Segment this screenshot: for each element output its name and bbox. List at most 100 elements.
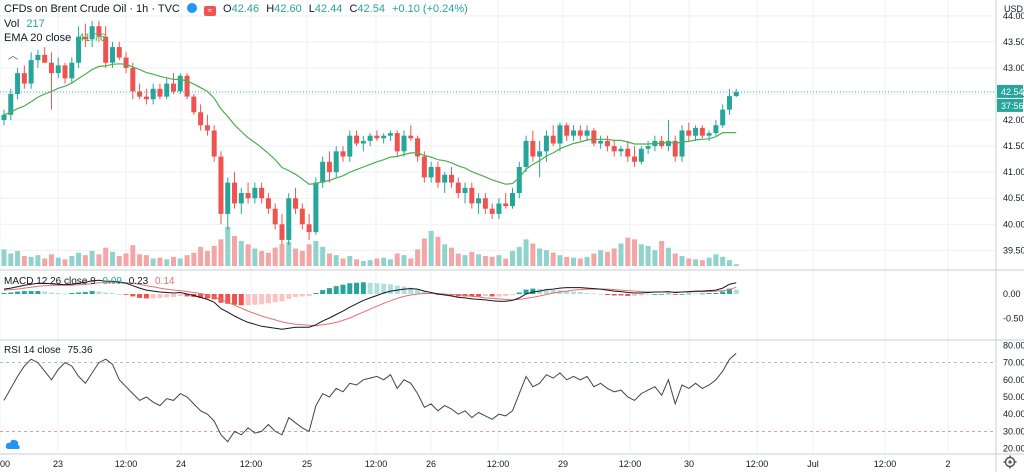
- volume-bar: [340, 258, 346, 266]
- axes: 44.0043.5043.0042.5042.0041.5041.0040.50…: [0, 11, 1024, 469]
- macd-histogram-bar: [659, 294, 665, 295]
- macd-histogram-bar: [401, 286, 407, 294]
- macd-histogram-bar: [733, 289, 739, 294]
- volume-bar: [455, 253, 461, 266]
- candle-body: [96, 26, 102, 37]
- macd-histogram-bar: [415, 289, 421, 294]
- time-tick-label: 12:00: [115, 459, 138, 469]
- macd-histogram-bar: [35, 291, 41, 294]
- macd-histogram-bar: [706, 293, 712, 294]
- macd-histogram-bar: [645, 294, 651, 295]
- volume-bar: [184, 255, 190, 266]
- time-tick-label: 29: [558, 459, 568, 469]
- candle-body: [632, 156, 638, 162]
- legend-ema: EMA 20 close 41.76: [4, 32, 110, 44]
- volume-bar: [96, 254, 102, 266]
- candle-body: [69, 62, 75, 79]
- volume-bar: [306, 244, 312, 266]
- rsi-tick-label: 30.00: [1003, 426, 1024, 436]
- volume-bar: [326, 253, 332, 266]
- volume-bar: [584, 256, 590, 266]
- volume-bar: [252, 248, 258, 266]
- candle-body: [143, 96, 149, 100]
- candle-body: [340, 151, 346, 157]
- volume-bar: [150, 258, 156, 266]
- volume-bar: [374, 258, 380, 266]
- gear-icon[interactable]: [1003, 455, 1017, 469]
- rsi-tick-label: 60.00: [1003, 375, 1024, 385]
- time-tick-label: 2: [945, 459, 950, 469]
- volume-bar: [523, 239, 529, 266]
- volume-bar: [496, 255, 502, 266]
- volume-bar: [204, 251, 210, 266]
- volume-bar: [394, 253, 400, 266]
- volume-bar: [238, 241, 244, 266]
- macd-histogram-bar: [652, 294, 658, 295]
- candle-body: [489, 208, 495, 214]
- volume-bar: [611, 248, 617, 266]
- macd-histogram-bar: [1, 293, 7, 294]
- volume-bar: [28, 256, 34, 266]
- price-tick-label: 40.00: [1003, 219, 1024, 229]
- volume-bar: [557, 255, 563, 266]
- volume-bar: [320, 246, 326, 266]
- volume-bar: [618, 243, 624, 266]
- macd-histogram-bar: [367, 282, 373, 294]
- candle-body: [604, 140, 610, 147]
- candle-body: [516, 166, 522, 194]
- legend-main: CFDs on Brent Crude Oil · 1h · TVC ≈ O42…: [4, 3, 476, 16]
- volume-bar: [659, 241, 665, 266]
- candle-body: [510, 193, 515, 207]
- macd-histogram-bar: [611, 294, 617, 296]
- macd-histogram-bar: [530, 288, 536, 294]
- macd-label: MACD 12 26 close 9: [4, 276, 96, 287]
- volume-bar: [157, 257, 163, 266]
- macd-histogram-bar: [103, 292, 109, 294]
- macd-histogram-bar: [523, 289, 529, 294]
- macd-histogram-bar: [374, 283, 380, 294]
- candle-body: [238, 193, 244, 204]
- eye-icon[interactable]: [186, 3, 197, 13]
- compare-icon[interactable]: ≈: [203, 6, 216, 16]
- macd-histogram-bar: [543, 289, 549, 294]
- candle-body: [591, 130, 597, 144]
- candle-body: [55, 65, 61, 74]
- candle-body: [184, 75, 190, 97]
- candle-body: [103, 36, 109, 63]
- time-tick-label: 25: [302, 459, 312, 469]
- macd-histogram-bar: [625, 294, 631, 296]
- volume-bar: [42, 258, 48, 266]
- candle-body: [713, 125, 719, 134]
- ema-value: 41.76: [78, 32, 106, 44]
- candle-body: [293, 198, 299, 209]
- volume-bar: [577, 258, 583, 266]
- macd-histogram-bar: [577, 292, 583, 294]
- candlesticks[interactable]: [1, 21, 739, 246]
- macd-histogram-bar: [184, 294, 190, 297]
- macd-histogram-bar: [198, 294, 204, 298]
- time-tick-label: 12:00: [874, 459, 897, 469]
- macd-histogram-bar: [333, 286, 339, 294]
- volume-bar: [401, 255, 407, 266]
- macd-tick-label: 0.00: [1003, 289, 1021, 299]
- volume-bar: [62, 259, 68, 266]
- ema-polyline: [3, 63, 737, 185]
- volume-bar: [652, 250, 658, 266]
- candle-body: [82, 36, 88, 40]
- time-tick-label: 00: [0, 459, 10, 469]
- volume-bar: [232, 236, 238, 266]
- candle-body: [313, 182, 319, 233]
- vol-label: Vol: [4, 18, 20, 30]
- collapse-legend-icon[interactable]: ︿: [8, 51, 18, 62]
- price-tick-label: 43.00: [1003, 63, 1024, 73]
- volume-bar: [408, 258, 414, 266]
- macd-tick-label: -0.50: [1003, 313, 1024, 323]
- volume-bar: [367, 260, 373, 266]
- price-badge: 42.54: [1001, 87, 1024, 97]
- tradingview-cloud-icon[interactable]: [5, 438, 21, 450]
- volume-bar: [476, 254, 482, 266]
- macd-histogram-bar: [123, 294, 129, 295]
- candle-body: [360, 140, 366, 144]
- candle-body: [252, 187, 258, 199]
